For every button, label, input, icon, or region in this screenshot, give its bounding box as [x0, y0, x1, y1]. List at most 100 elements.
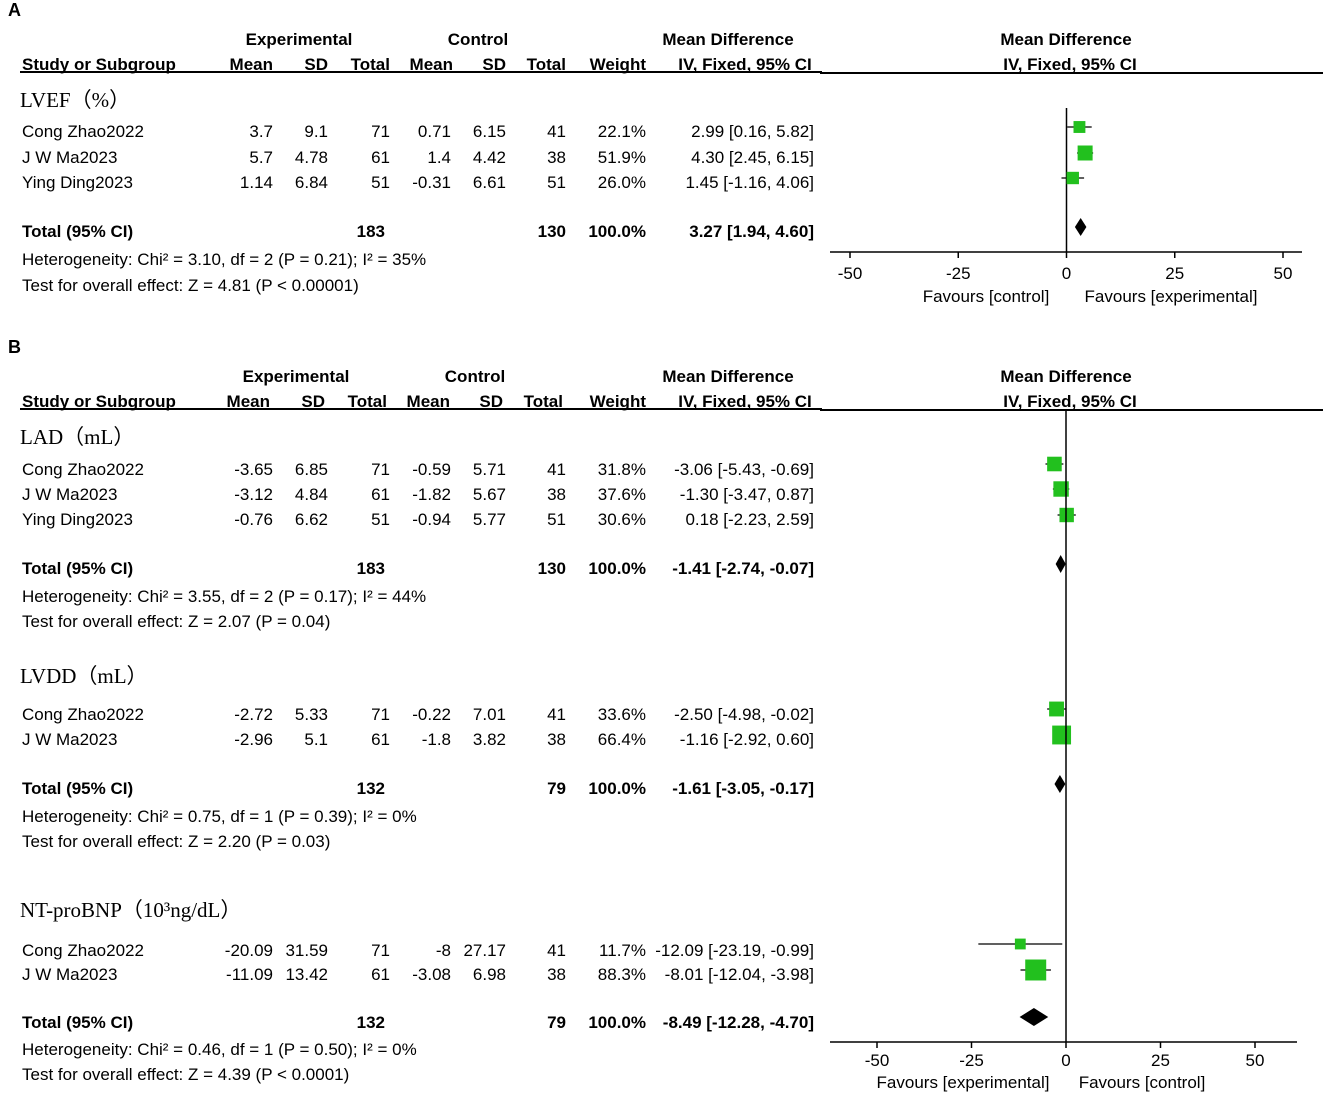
ctrl-total-sum: 79	[547, 779, 566, 798]
experimental-header: Experimental	[245, 30, 353, 49]
study-name: Cong Zhao2022	[22, 941, 144, 960]
pooled-ci-value: -1.61 [-3.05, -0.17]	[672, 779, 814, 798]
exp-mean-value: -3.65	[234, 460, 273, 479]
ctrl-mean-header: Mean	[406, 392, 450, 411]
x-tick-label: 25	[1151, 1051, 1170, 1070]
study-effect-square	[1014, 938, 1026, 950]
study-name: J W Ma2023	[22, 148, 118, 167]
study-effect-square	[1073, 121, 1086, 133]
exp-sd-value: 13.42	[285, 965, 328, 984]
ctrl-mean-header: Mean	[409, 55, 453, 74]
pooled-ci-value: 3.27 [1.94, 4.60]	[689, 222, 814, 241]
overall-effect-text: Test for overall effect: Z = 2.07 (P = 0…	[22, 612, 331, 631]
ctrl-total-value: 51	[547, 173, 566, 192]
pooled-effect-diamond	[1074, 218, 1087, 236]
ctrl-mean-value: -0.59	[412, 460, 451, 479]
ctrl-sd-value: 7.01	[472, 705, 506, 724]
subgroup-title: NT-proBNP（10³ng/dL）	[20, 898, 242, 922]
weight-total: 100.0%	[588, 559, 646, 578]
exp-mean-header: Mean	[229, 55, 273, 74]
study-name: Cong Zhao2022	[22, 122, 144, 141]
ctrl-total-value: 38	[547, 730, 566, 749]
exp-sd-header: SD	[301, 392, 325, 411]
ctrl-total-value: 41	[547, 460, 566, 479]
weight-value: 88.3%	[597, 965, 646, 984]
subgroup-title: LAD（mL）	[20, 425, 135, 449]
panel-label: B	[8, 337, 21, 357]
header-underline-right	[820, 409, 1323, 411]
weight-value: 11.7%	[599, 941, 646, 960]
pooled-ci-value: -1.41 [-2.74, -0.07]	[672, 559, 814, 578]
ctrl-total-value: 41	[547, 122, 566, 141]
exp-sd-value: 4.84	[294, 485, 328, 504]
exp-mean-header: Mean	[226, 392, 270, 411]
x-tick-label: 50	[1245, 1051, 1265, 1070]
x-tick-label: 25	[1165, 264, 1185, 283]
plot-mean-difference-header: Mean Difference	[1000, 30, 1132, 49]
ctrl-total-value: 41	[547, 941, 566, 960]
ctrl-sd-value: 6.15	[472, 122, 506, 141]
pooled-effect-diamond	[1054, 775, 1066, 793]
exp-sd-value: 5.33	[294, 705, 328, 724]
ctrl-total-sum: 130	[537, 222, 566, 241]
control-header: Control	[447, 30, 509, 49]
ctrl-sd-value: 6.98	[472, 965, 506, 984]
study-name: Ying Ding2023	[22, 510, 133, 529]
weight-header: Weight	[589, 55, 646, 74]
exp-total-value: 51	[371, 173, 390, 192]
exp-mean-value: 3.7	[249, 122, 273, 141]
exp-total-value: 61	[371, 965, 390, 984]
mean-difference-ci-value: -12.09 [-23.19, -0.99]	[655, 941, 814, 960]
ctrl-mean-value: -1.82	[412, 485, 451, 504]
ctrl-total-value: 51	[547, 510, 566, 529]
ctrl-mean-value: -0.94	[412, 510, 451, 529]
exp-sd-value: 31.59	[285, 941, 328, 960]
ctrl-total-value: 38	[547, 485, 566, 504]
x-tick-label: 0	[1061, 264, 1072, 283]
x-tick-label: 50	[1273, 264, 1293, 283]
weight-value: 26.0%	[597, 173, 646, 192]
ctrl-total-header: Total	[523, 392, 563, 411]
study-name: J W Ma2023	[22, 730, 118, 749]
ctrl-sd-value: 27.17	[463, 941, 506, 960]
weight-value: 37.6%	[597, 485, 646, 504]
total-label: Total (95% CI)	[22, 559, 134, 578]
favours-right-label: Favours [control]	[1078, 1073, 1206, 1092]
exp-mean-value: -3.12	[234, 485, 273, 504]
pooled-effect-diamond	[1019, 1008, 1049, 1026]
pooled-ci-value: -8.49 [-12.28, -4.70]	[662, 1013, 814, 1032]
ctrl-mean-value: -8	[435, 941, 451, 960]
exp-sd-value: 6.85	[294, 460, 328, 479]
mean-difference-ci-value: -3.06 [-5.43, -0.69]	[674, 460, 814, 479]
exp-total-sum: 132	[356, 779, 385, 798]
ctrl-total-sum: 130	[537, 559, 566, 578]
exp-mean-value: -0.76	[234, 510, 273, 529]
study-column-header: Study or Subgroup	[22, 55, 176, 74]
exp-sd-value: 6.62	[294, 510, 328, 529]
weight-value: 66.4%	[597, 730, 646, 749]
mean-difference-ci-value: 4.30 [2.45, 6.15]	[691, 148, 814, 167]
ctrl-sd-header: SD	[479, 392, 503, 411]
ctrl-mean-value: -1.8	[421, 730, 451, 749]
x-tick-label: -25	[945, 264, 971, 283]
header-underline-right	[820, 72, 1323, 74]
favours-right-label: Favours [experimental]	[1084, 287, 1258, 306]
exp-sd-value: 6.84	[294, 173, 328, 192]
study-name: Cong Zhao2022	[22, 705, 144, 724]
ctrl-sd-value: 6.61	[472, 173, 506, 192]
study-effect-square	[1052, 725, 1072, 745]
experimental-header: Experimental	[242, 367, 350, 386]
ctrl-mean-value: 0.71	[417, 122, 451, 141]
exp-total-header: Total	[350, 55, 390, 74]
heterogeneity-text: Heterogeneity: Chi² = 3.10, df = 2 (P = …	[22, 250, 427, 269]
exp-total-value: 71	[371, 705, 390, 724]
exp-total-sum: 183	[356, 559, 385, 578]
exp-mean-value: -2.72	[234, 705, 273, 724]
header-underline-left	[20, 408, 822, 410]
total-label: Total (95% CI)	[22, 1013, 134, 1032]
x-tick-label: -50	[864, 1051, 890, 1070]
ctrl-mean-value: -0.22	[412, 705, 451, 724]
ctrl-sd-value: 5.77	[472, 510, 506, 529]
total-label: Total (95% CI)	[22, 779, 134, 798]
